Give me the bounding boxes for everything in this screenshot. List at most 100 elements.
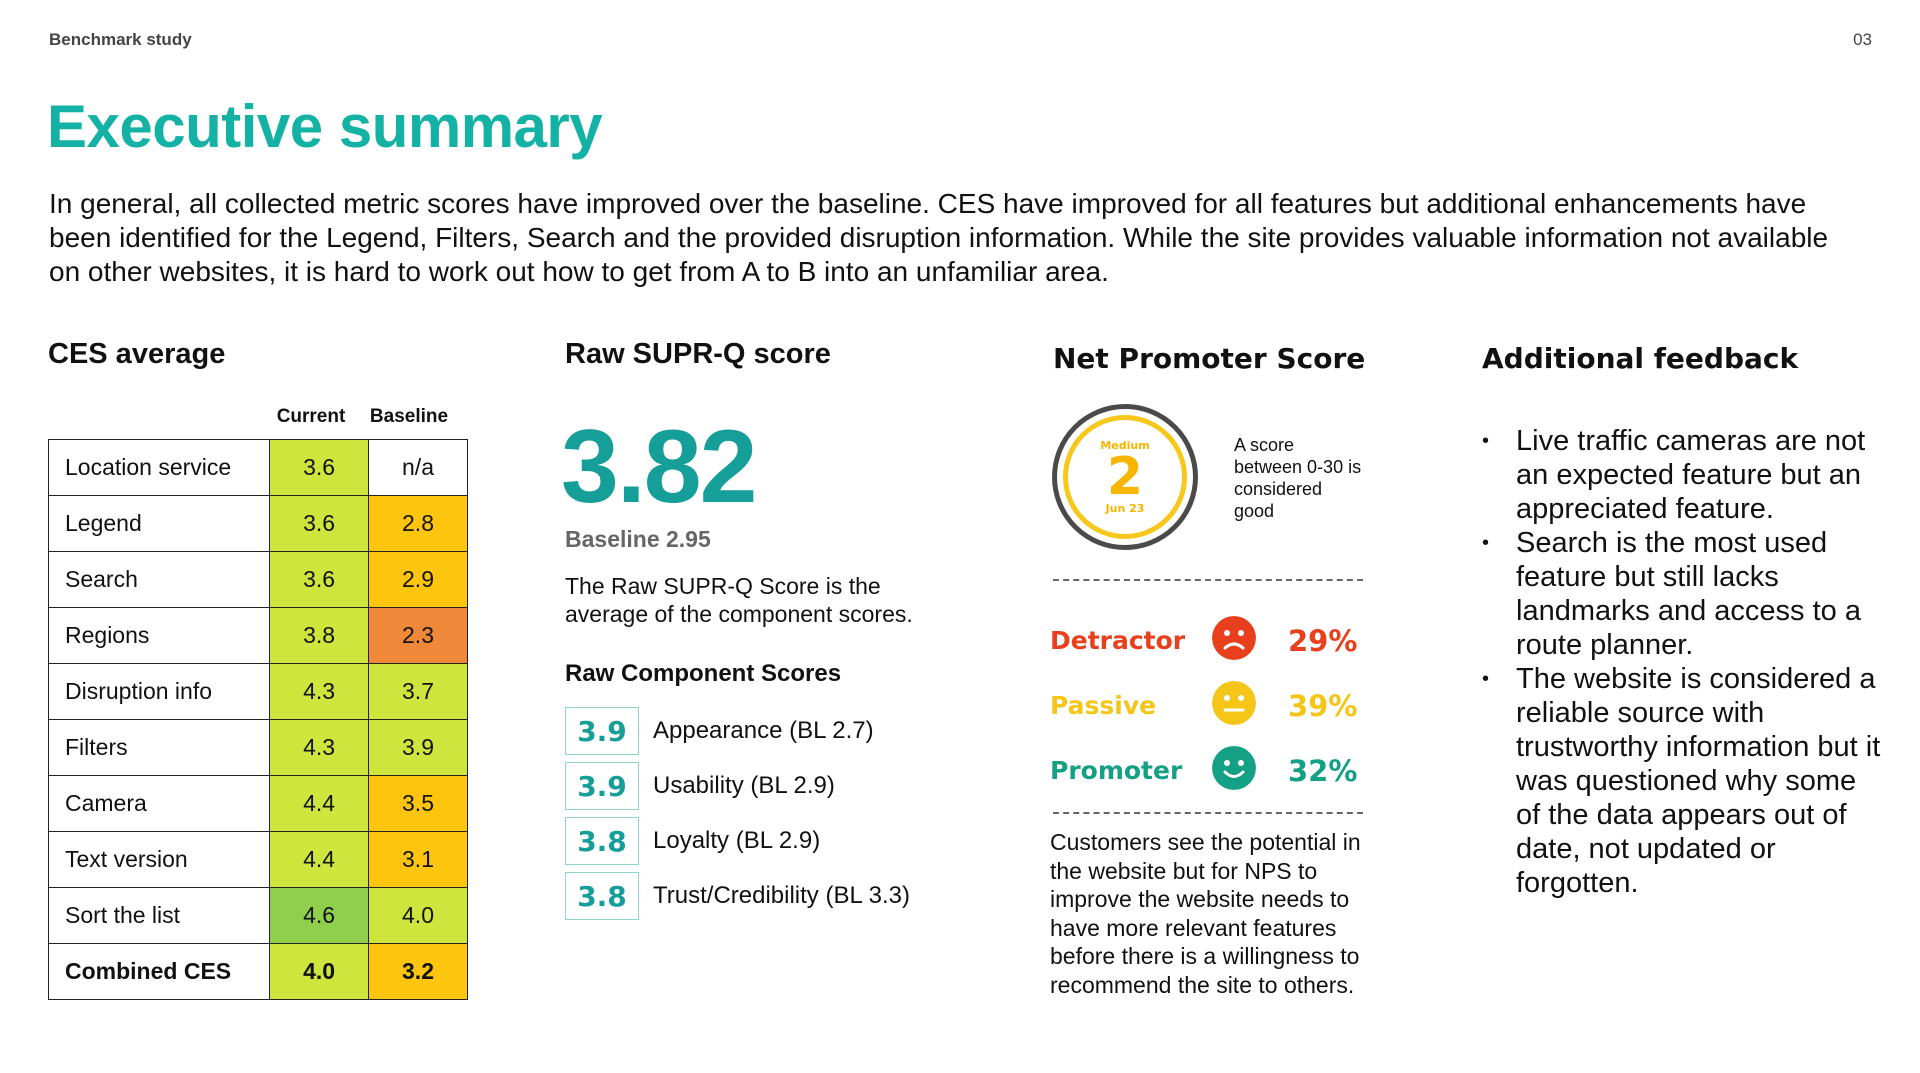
bullet-icon: •	[1482, 668, 1490, 690]
feedback-section: Additional feedback • Live traffic camera…	[1482, 342, 1902, 922]
sad-face-icon	[1212, 616, 1256, 660]
ces-feature-label: Combined CES	[47, 943, 271, 1000]
ces-col-baseline: Baseline	[369, 406, 449, 427]
ces-col-current: Current	[276, 406, 346, 427]
nps-score-note: A score between 0-30 is considered good	[1234, 435, 1362, 521]
ces-current-value: 3.6	[269, 551, 370, 608]
ces-baseline-value: 4.0	[368, 887, 468, 944]
feedback-text: The website is considered a reliable sou…	[1516, 663, 1881, 899]
ces-feature-label: Search	[47, 551, 271, 608]
component-score: 3.8	[565, 872, 639, 920]
components-title: Raw Component Scores	[565, 660, 842, 687]
ces-row: Filters 4.3 3.9	[47, 719, 468, 776]
nps-section: Net Promoter Score Medium 2 Jun 23 A sco…	[1050, 342, 1410, 1032]
nps-badge-value: 2	[1106, 447, 1144, 507]
feedback-item: • The website is considered a reliable so…	[1482, 662, 1882, 900]
ces-title: CES average	[48, 338, 226, 370]
feedback-text: Live traffic cameras are not an expected…	[1516, 425, 1866, 525]
promoter-percent: 32%	[1288, 754, 1358, 788]
nps-summary: Customers see the potential in the websi…	[1050, 829, 1361, 998]
ces-feature-label: Filters	[47, 719, 271, 776]
ces-row: Regions 3.8 2.3	[47, 607, 468, 664]
ces-feature-label: Camera	[47, 775, 271, 832]
nps-badge-outer-ring	[1052, 404, 1198, 550]
bullet-icon: •	[1482, 532, 1490, 554]
ces-row: Legend 3.6 2.8	[47, 495, 468, 552]
component-row: 3.9 Appearance (BL 2.7)	[565, 706, 874, 756]
promoter-label: Promoter	[1050, 756, 1183, 785]
nps-promoter-row: Promoter 32%	[1050, 746, 1380, 796]
nps-badge: Medium 2 Jun 23	[1052, 404, 1198, 550]
component-row: 3.8 Loyalty (BL 2.9)	[565, 816, 820, 866]
feedback-item: • Search is the most used feature but sti…	[1482, 526, 1882, 662]
ces-feature-label: Legend	[47, 495, 271, 552]
nps-passive-row: Passive 39%	[1050, 681, 1380, 731]
ces-baseline-value: 3.1	[368, 831, 468, 888]
ces-current-value: 3.6	[269, 439, 370, 496]
supr-baseline: Baseline 2.95	[565, 526, 711, 552]
ces-current-value: 3.8	[269, 607, 370, 664]
nps-badge-date: Jun 23	[1105, 502, 1145, 515]
ces-current-value: 4.0	[269, 943, 370, 1000]
feedback-title: Additional feedback	[1482, 342, 1799, 375]
document-label: Benchmark study	[49, 30, 192, 49]
component-score: 3.9	[565, 707, 639, 755]
feedback-list: • Live traffic cameras are not an expecte…	[1482, 424, 1882, 900]
ces-current-value: 4.4	[269, 775, 370, 832]
component-label: Trust/Credibility (BL 3.3)	[653, 882, 910, 909]
divider-bottom	[1053, 812, 1363, 814]
divider-top	[1053, 579, 1363, 581]
ces-feature-label: Disruption info	[47, 663, 271, 720]
bullet-icon: •	[1482, 430, 1490, 452]
ces-baseline-value: 2.9	[368, 551, 468, 608]
ces-current-value: 4.3	[269, 719, 370, 776]
nps-badge-inner-ring: Medium 2 Jun 23	[1063, 415, 1187, 539]
intro-paragraph: In general, all collected metric scores …	[49, 188, 1829, 287]
ces-row: Location service 3.6 n/a	[47, 439, 468, 496]
ces-section: CES average Current Baseline Location se…	[47, 338, 468, 1000]
detractor-label: Detractor	[1050, 626, 1186, 655]
ces-row: Disruption info 4.3 3.7	[47, 663, 468, 720]
ces-current-value: 3.6	[269, 495, 370, 552]
ces-baseline-value: 3.9	[368, 719, 468, 776]
component-label: Usability (BL 2.9)	[653, 772, 835, 799]
supr-score: 3.82	[561, 409, 757, 525]
ces-current-value: 4.4	[269, 831, 370, 888]
component-score: 3.8	[565, 817, 639, 865]
component-row: 3.9 Usability (BL 2.9)	[565, 761, 835, 811]
nps-title: Net Promoter Score	[1053, 342, 1366, 375]
component-score: 3.9	[565, 762, 639, 810]
components-list: 3.9 Appearance (BL 2.7) 3.9 Usability (B…	[565, 706, 995, 936]
ces-table: Location service 3.6 n/a Legend 3.6 2.8 Search…	[47, 439, 468, 1000]
neutral-face-icon	[1212, 681, 1256, 725]
ces-baseline-value: 2.8	[368, 495, 468, 552]
component-label: Loyalty (BL 2.9)	[653, 827, 821, 854]
ces-row: Camera 4.4 3.5	[47, 775, 468, 832]
component-row: 3.8 Trust/Credibility (BL 3.3)	[565, 871, 910, 921]
ces-row: Combined CES 4.0 3.2	[47, 943, 468, 1000]
passive-percent: 39%	[1288, 689, 1358, 723]
ces-baseline-value: 3.5	[368, 775, 468, 832]
supr-section: Raw SUPR-Q score 3.82 Baseline 2.95 The …	[561, 338, 995, 938]
feedback-item: • Live traffic cameras are not an expecte…	[1482, 424, 1882, 526]
happy-face-icon	[1212, 746, 1256, 790]
ces-baseline-value: 3.7	[368, 663, 468, 720]
ces-feature-label: Regions	[47, 607, 271, 664]
passive-label: Passive	[1050, 691, 1157, 720]
nps-badge-level: Medium	[1100, 439, 1150, 452]
page-title: Executive summary	[47, 93, 603, 160]
detractor-percent: 29%	[1288, 624, 1358, 658]
component-label: Appearance (BL 2.7)	[653, 717, 874, 744]
ces-current-value: 4.3	[269, 663, 370, 720]
ces-feature-label: Location service	[47, 439, 271, 496]
ces-baseline-value: 3.2	[368, 943, 468, 1000]
nps-detractor-row: Detractor 29%	[1050, 616, 1380, 666]
ces-baseline-value: 2.3	[368, 607, 468, 664]
ces-feature-label: Text version	[47, 831, 271, 888]
ces-row: Sort the list 4.6 4.0	[47, 887, 468, 944]
ces-feature-label: Sort the list	[47, 887, 271, 944]
ces-row: Search 3.6 2.9	[47, 551, 468, 608]
page-number: 03	[1853, 30, 1872, 49]
ces-baseline-value: n/a	[368, 439, 468, 496]
ces-current-value: 4.6	[269, 887, 370, 944]
